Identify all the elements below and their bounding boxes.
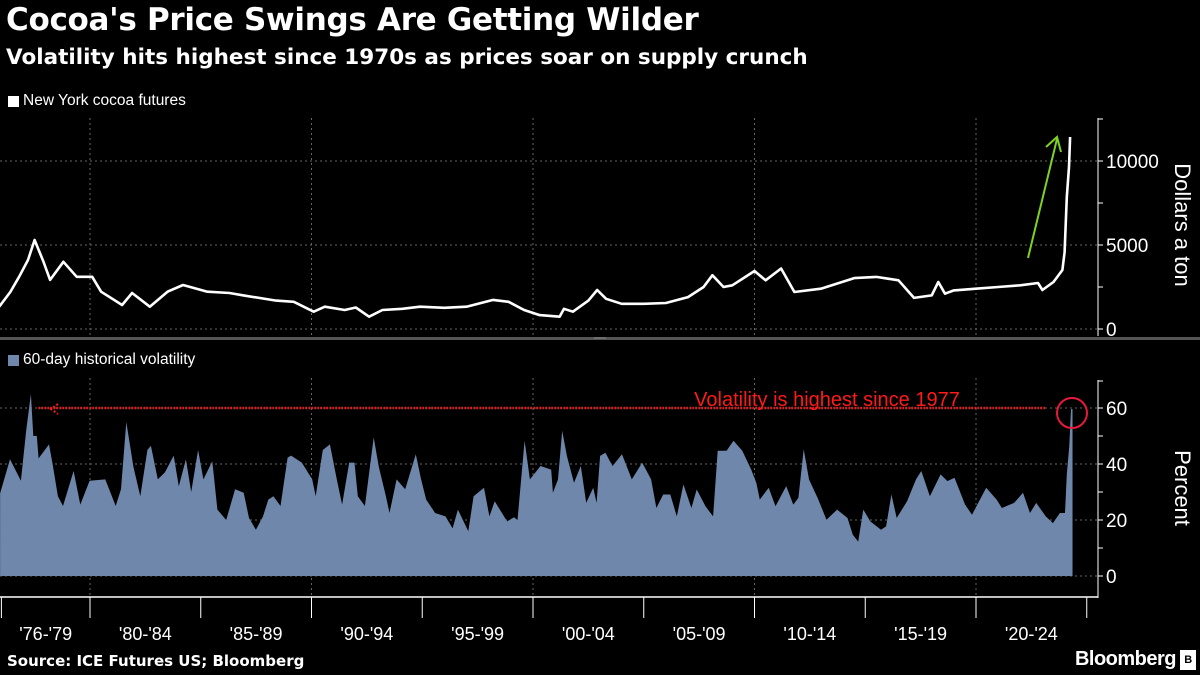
- green-arrow-icon: [1027, 138, 1058, 259]
- x-tick-label: '85-'89: [230, 624, 283, 644]
- y-tick-label: 0: [1106, 320, 1117, 341]
- volatility-area: [0, 394, 1073, 576]
- x-tick-label: '90-'94: [340, 624, 393, 644]
- logo-text: Bloomberg: [1074, 648, 1177, 670]
- legend-swatch-volatility: [8, 354, 19, 366]
- legend-label-price: New York cocoa futures: [23, 92, 186, 109]
- legend-swatch-price: [8, 95, 19, 107]
- y-tick-label: 5000: [1106, 236, 1148, 257]
- green-arrowhead-icon: [1045, 135, 1062, 153]
- source-note: Source: ICE Futures US; Bloomberg: [7, 652, 305, 670]
- x-tick-label: '80-'84: [119, 624, 172, 644]
- y-axis-title-volatility: Percent: [1170, 450, 1195, 526]
- legend-volatility: 60-day historical volatility: [8, 351, 195, 369]
- x-tick-label: '05-'09: [673, 624, 726, 644]
- x-tick-label: '15-'19: [894, 624, 947, 644]
- y-tick-label: 20: [1106, 511, 1127, 532]
- bloomberg-logo: Bloomberg B: [1075, 648, 1196, 671]
- price-line: [0, 136, 1072, 318]
- x-tick-label: '10-'14: [783, 624, 836, 644]
- y-tick-label: 40: [1106, 455, 1127, 476]
- chart-title: Cocoa's Price Swings Are Getting Wilder: [6, 2, 699, 38]
- legend-price: New York cocoa futures: [8, 92, 186, 110]
- legend-label-volatility: 60-day historical volatility: [23, 351, 196, 368]
- highlight-circle: [1056, 397, 1088, 429]
- x-tick-label: '95-'99: [451, 624, 504, 644]
- x-tick-label: '00-'04: [562, 624, 615, 644]
- x-tick-label: '20-'24: [1005, 624, 1058, 644]
- annotation-text: Volatility is highest since 1977: [694, 389, 960, 411]
- y-tick-label: 60: [1106, 399, 1127, 420]
- x-tick-label: '76-'79: [19, 624, 72, 644]
- y-axis-title-price: Dollars a ton: [1170, 163, 1195, 287]
- logo-badge: B: [1180, 649, 1196, 670]
- y-tick-label: 0: [1106, 567, 1117, 588]
- y-tick-label: 10000: [1106, 152, 1159, 173]
- red-arrowhead-icon: [49, 403, 59, 415]
- chart-subtitle: Volatility hits highest since 1970s as p…: [6, 45, 808, 70]
